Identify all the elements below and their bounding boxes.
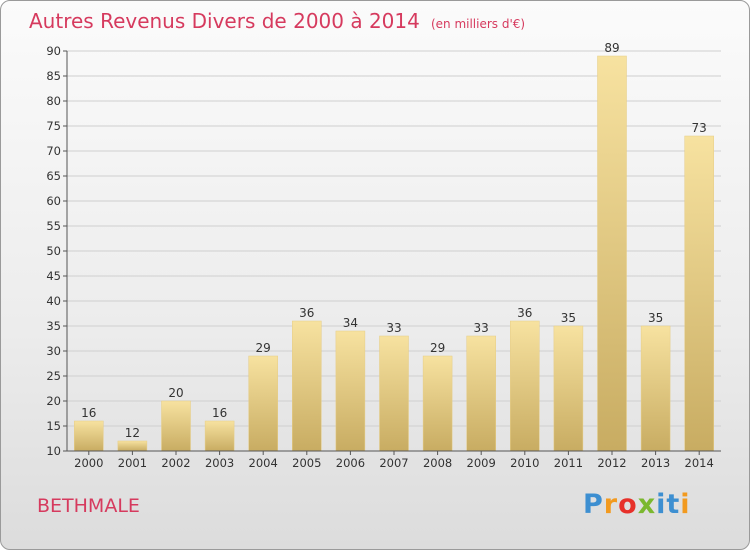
x-tick-label: 2009 [467, 456, 496, 470]
axes: 10 15 20 25 30 35 40 45 50 55 60 65 70 75 80 85 90 2000 20… [46, 44, 721, 470]
x-tick-label: 2005 [292, 456, 321, 470]
bar-2006 [335, 330, 366, 452]
y-tick-label: 85 [46, 69, 61, 83]
x-tick-label: 2004 [249, 456, 278, 470]
data-label-2011: 35 [561, 311, 576, 325]
y-tick-label: 20 [46, 394, 61, 408]
x-tick-label: 2003 [205, 456, 234, 470]
bar-2012 [597, 55, 627, 452]
bar-2002 [161, 400, 191, 452]
bar-2001 [117, 440, 148, 452]
bar-2007 [379, 335, 409, 452]
y-tick-label: 45 [46, 269, 61, 283]
data-label-2003: 16 [212, 406, 227, 420]
y-tick-label: 35 [46, 319, 61, 333]
y-tick-label: 55 [46, 219, 61, 233]
commune-name: BETHMALE [37, 495, 140, 517]
bars [74, 55, 714, 452]
chart-title: Autres Revenus Divers de 2000 à 2014 [29, 9, 420, 33]
bar-2005 [292, 320, 322, 452]
x-tick-label: 2008 [423, 456, 452, 470]
data-label-2014: 73 [692, 121, 707, 135]
data-label-2012: 89 [604, 41, 619, 55]
data-labels: 16 12 20 16 29 36 34 33 29 33 36 35 89 35 73 [81, 41, 707, 440]
data-label-2010: 36 [517, 306, 532, 320]
y-tick-label: 15 [46, 419, 61, 433]
x-tick-label: 2006 [336, 456, 365, 470]
data-label-2002: 20 [168, 386, 183, 400]
y-tick-label: 25 [46, 369, 61, 383]
y-tick-label: 70 [46, 144, 61, 158]
bar-2008 [422, 355, 453, 452]
y-tick-label: 65 [46, 169, 61, 183]
bar-2003 [204, 420, 235, 452]
bar-2009 [466, 335, 496, 452]
title-row: Autres Revenus Divers de 2000 à 2014 (en… [29, 9, 525, 33]
y-tick-label: 30 [46, 344, 61, 358]
data-label-2005: 36 [299, 306, 314, 320]
y-tick-label: 40 [46, 294, 61, 308]
y-tick-label: 80 [46, 94, 61, 108]
bar-2000 [74, 420, 104, 452]
data-label-2001: 12 [125, 426, 140, 440]
x-tick-label: 2001 [118, 456, 147, 470]
bar-2010 [510, 320, 540, 452]
bar-2013 [640, 325, 671, 452]
data-label-2006: 34 [343, 316, 358, 330]
y-tick-label: 50 [46, 244, 61, 258]
x-tick-label: 2014 [685, 456, 714, 470]
bar-2004 [248, 355, 278, 452]
x-tick-label: 2010 [510, 456, 539, 470]
data-label-2007: 33 [386, 321, 401, 335]
y-tick-label: 60 [46, 194, 61, 208]
proxiti-logo: Proxiti [583, 489, 691, 520]
data-label-2000: 16 [81, 406, 96, 420]
x-tick-label: 2011 [554, 456, 583, 470]
x-tick-label: 2007 [379, 456, 408, 470]
data-label-2008: 29 [430, 341, 445, 355]
x-tick-label: 2013 [641, 456, 670, 470]
data-label-2009: 33 [474, 321, 489, 335]
data-label-2013: 35 [648, 311, 663, 325]
bar-2014 [684, 135, 714, 452]
x-tick-label: 2002 [161, 456, 190, 470]
y-tick-label: 10 [46, 444, 61, 458]
x-tick-label: 2000 [74, 456, 103, 470]
x-tick-label: 2012 [597, 456, 626, 470]
y-tick-label: 90 [46, 44, 61, 58]
chart-subtitle: (en milliers d'€) [430, 17, 526, 31]
bar-2011 [553, 325, 584, 452]
data-label-2004: 29 [256, 341, 271, 355]
y-tick-label: 75 [46, 119, 61, 133]
